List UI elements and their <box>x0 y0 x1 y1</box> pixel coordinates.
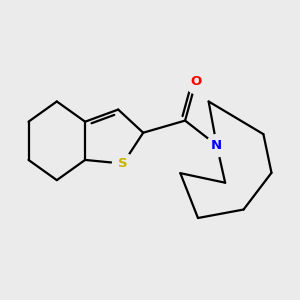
Text: O: O <box>190 76 201 88</box>
Text: N: N <box>211 139 222 152</box>
Text: S: S <box>118 157 128 170</box>
